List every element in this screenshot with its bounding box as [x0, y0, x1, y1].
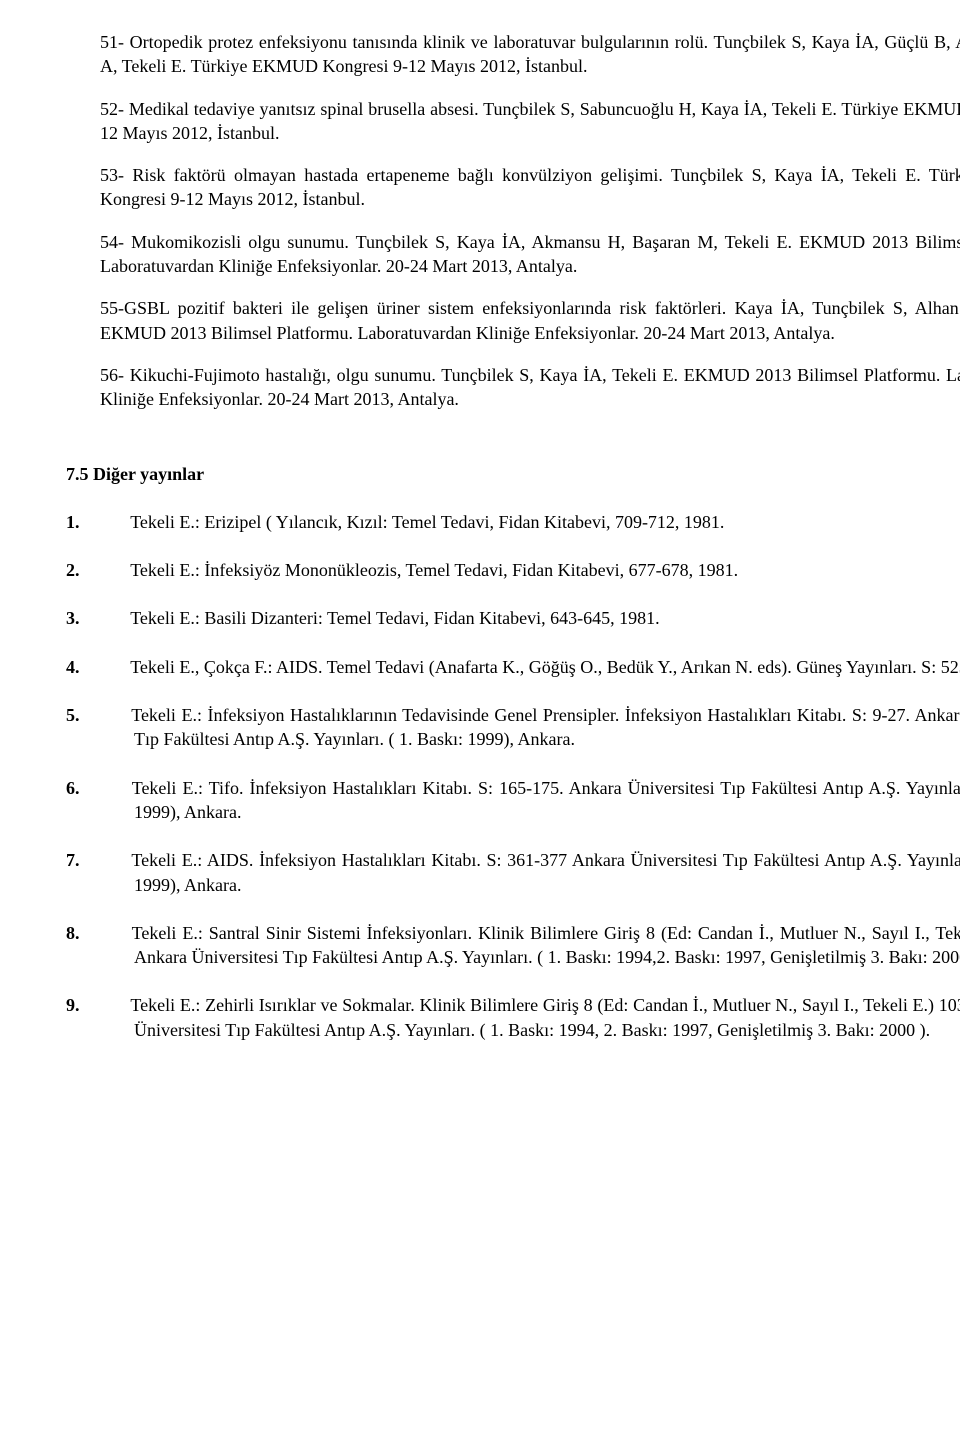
- item-text: Tekeli E.: İnfeksiyon Hastalıklarının Te…: [131, 705, 960, 749]
- paragraph-56: 56- Kikuchi-Fujimoto hastalığı, olgu sun…: [100, 363, 960, 412]
- item-text: Tekeli E.: Zehirli Isırıklar ve Sokmalar…: [130, 995, 960, 1039]
- list-item: 7. Tekeli E.: AIDS. İnfeksiyon Hastalıkl…: [100, 848, 960, 897]
- item-number: 2.: [100, 558, 126, 582]
- list-item: 9. Tekeli E.: Zehirli Isırıklar ve Sokma…: [100, 993, 960, 1042]
- paragraph-52: 52- Medikal tedaviye yanıtsız spinal bru…: [100, 97, 960, 146]
- item-number: 6.: [100, 776, 126, 800]
- list-item: 8. Tekeli E.: Santral Sinir Sistemi İnfe…: [100, 921, 960, 970]
- list-item: 4. Tekeli E., Çokça F.: AIDS. Temel Teda…: [100, 655, 960, 679]
- paragraph-55: 55-GSBL pozitif bakteri ile gelişen ürin…: [100, 296, 960, 345]
- paragraph-51: 51- Ortopedik protez enfeksiyonu tanısın…: [100, 30, 960, 79]
- item-text: Tekeli E.: İnfeksiyöz Mononükleozis, Tem…: [130, 560, 738, 580]
- paragraph-53: 53- Risk faktörü olmayan hastada ertapen…: [100, 163, 960, 212]
- item-text: Tekeli E., Çokça F.: AIDS. Temel Tedavi …: [130, 657, 960, 677]
- item-number: 8.: [100, 921, 126, 945]
- other-publications-list: 1. Tekeli E.: Erizipel ( Yılancık, Kızıl…: [100, 510, 960, 1042]
- list-item: 5. Tekeli E.: İnfeksiyon Hastalıklarının…: [100, 703, 960, 752]
- item-number: 5.: [100, 703, 126, 727]
- list-item: 3. Tekeli E.: Basili Dizanteri: Temel Te…: [100, 606, 960, 630]
- item-text: Tekeli E.: AIDS. İnfeksiyon Hastalıkları…: [131, 850, 960, 894]
- list-item: 6. Tekeli E.: Tifo. İnfeksiyon Hastalıkl…: [100, 776, 960, 825]
- list-item: 1. Tekeli E.: Erizipel ( Yılancık, Kızıl…: [100, 510, 960, 534]
- item-number: 3.: [100, 606, 126, 630]
- item-number: 9.: [100, 993, 126, 1017]
- item-text: Tekeli E.: Basili Dizanteri: Temel Tedav…: [130, 608, 659, 628]
- item-number: 7.: [100, 848, 126, 872]
- section-title-other-publications: 7.5 Diğer yayınlar: [66, 462, 960, 486]
- paragraph-54: 54- Mukomikozisli olgu sunumu. Tunçbilek…: [100, 230, 960, 279]
- item-number: 4.: [100, 655, 126, 679]
- item-text: Tekeli E.: Erizipel ( Yılancık, Kızıl: T…: [130, 512, 724, 532]
- item-text: Tekeli E.: Tifo. İnfeksiyon Hastalıkları…: [132, 778, 960, 822]
- item-text: Tekeli E.: Santral Sinir Sistemi İnfeksi…: [132, 923, 960, 967]
- list-item: 2. Tekeli E.: İnfeksiyöz Mononükleozis, …: [100, 558, 960, 582]
- item-number: 1.: [100, 510, 126, 534]
